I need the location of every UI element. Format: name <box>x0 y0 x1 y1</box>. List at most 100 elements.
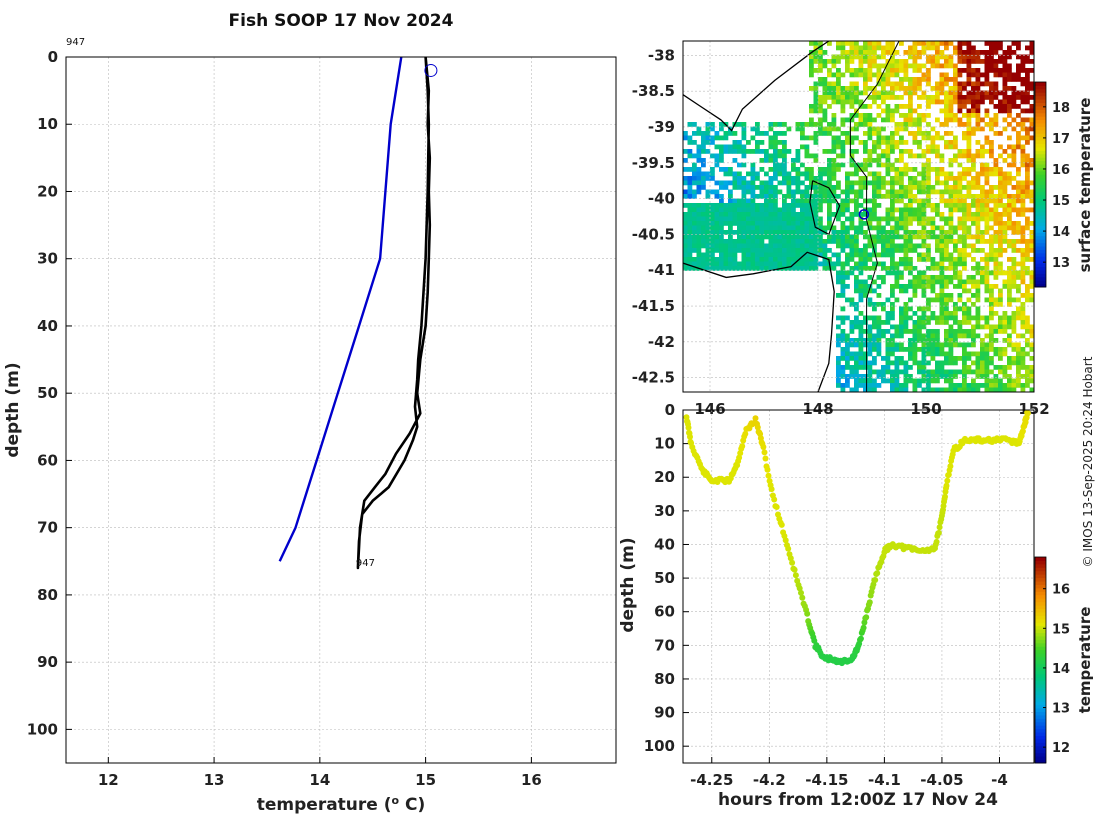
sst-pixel <box>701 131 706 136</box>
sst-pixel <box>687 225 693 231</box>
sst-pixel <box>944 216 949 222</box>
sst-pixel <box>777 171 783 177</box>
sst-pixel <box>1007 275 1012 280</box>
sst-pixel <box>840 41 846 46</box>
sst-pixel <box>750 167 756 172</box>
sst-pixel <box>957 203 963 208</box>
sst-pixel <box>957 207 963 213</box>
sst-pixel <box>741 261 747 267</box>
sst-pixel <box>854 261 859 267</box>
sst-pixel <box>692 243 697 249</box>
sst-colorbar-segment <box>1035 184 1046 189</box>
sst-pixel <box>732 176 738 181</box>
sst-pixel <box>1020 212 1026 217</box>
sst-pixel <box>881 135 886 141</box>
sst-pixel <box>746 216 751 222</box>
sst-pixel <box>989 99 994 105</box>
sst-pixel <box>908 149 913 154</box>
sst-pixel <box>728 180 733 186</box>
sst-pixel <box>935 149 940 154</box>
map-ytick-label: -42 <box>648 333 675 351</box>
sst-pixel <box>930 221 936 226</box>
sst-pixel <box>984 284 990 289</box>
sst-pixel <box>1029 342 1035 348</box>
sst-pixel <box>930 140 936 145</box>
sst-pixel <box>827 122 832 127</box>
sst-pixel <box>755 131 760 136</box>
sst-pixel <box>980 149 985 154</box>
sst-pixel <box>903 149 909 154</box>
sst-pixel <box>831 185 837 190</box>
sst-pixel <box>966 351 972 357</box>
temperature-colorbar-segment <box>1035 714 1046 719</box>
sst-pixel <box>705 230 711 235</box>
sst-pixel <box>984 167 990 172</box>
sst-pixel <box>885 221 891 226</box>
sst-pixel <box>962 216 967 222</box>
sst-pixel <box>872 198 877 204</box>
sst-colorbar-segment <box>1035 191 1046 196</box>
sst-pixel <box>1011 239 1017 244</box>
sst-pixel <box>962 369 967 375</box>
sst-pixel <box>809 257 814 262</box>
sst-pixel <box>813 45 819 51</box>
sst-pixel <box>989 140 994 145</box>
sst-pixel <box>849 41 855 46</box>
sst-pixel <box>813 221 819 226</box>
sst-pixel <box>701 203 706 208</box>
sst-pixel <box>1007 284 1012 289</box>
sst-pixel <box>980 171 985 177</box>
sst-pixel <box>948 347 954 352</box>
sst-pixel <box>854 239 859 244</box>
sst-pixel <box>795 158 801 163</box>
sst-pixel <box>894 216 900 222</box>
sst-pixel <box>1020 302 1026 307</box>
temperature-colorbar-segment <box>1035 642 1046 647</box>
sst-pixel <box>741 180 747 186</box>
sst-pixel <box>899 207 904 213</box>
sst-pixel <box>759 266 765 271</box>
sst-pixel <box>1025 369 1030 375</box>
sst-pixel <box>899 135 904 141</box>
sst-pixel <box>831 135 837 141</box>
credit-text: © IMOS 13-Sep-2025 20:24 Hobart <box>1081 356 1095 567</box>
sst-pixel <box>692 122 697 127</box>
sst-pixel <box>732 207 738 213</box>
sst-pixel <box>989 216 994 222</box>
sst-pixel <box>858 140 864 145</box>
sst-pixel <box>989 149 994 154</box>
sst-pixel <box>984 356 990 361</box>
sst-pixel <box>948 158 954 163</box>
sst-pixel <box>957 342 963 348</box>
sst-pixel <box>683 194 688 199</box>
sst-pixel <box>962 356 967 361</box>
sst-pixel <box>899 113 904 118</box>
sst-pixel <box>836 72 841 78</box>
sst-pixel <box>863 383 868 388</box>
sst-colorbar-segment <box>1035 259 1046 264</box>
sst-pixel <box>1020 275 1026 280</box>
sst-pixel <box>917 333 922 339</box>
map-ytick-label: -38.5 <box>632 82 675 100</box>
sst-pixel <box>786 221 792 226</box>
sst-pixel <box>836 203 841 208</box>
sst-pixel <box>989 126 994 132</box>
sst-pixel <box>881 302 886 307</box>
sst-pixel <box>845 117 850 123</box>
sst-pixel <box>795 257 801 262</box>
sst-pixel <box>782 131 787 136</box>
sst-pixel <box>989 50 994 55</box>
sst-pixel <box>822 171 828 177</box>
sst-pixel <box>804 149 810 154</box>
sst-pixel <box>867 45 873 51</box>
sst-pixel <box>768 243 774 249</box>
sst-pixel <box>854 203 859 208</box>
sst-pixel <box>948 117 954 123</box>
sst-pixel <box>1016 212 1021 217</box>
sst-pixel <box>971 203 976 208</box>
track-point <box>799 594 806 601</box>
sst-pixel <box>800 252 805 258</box>
sst-pixel <box>858 189 864 195</box>
sst-pixel <box>714 131 720 136</box>
sst-pixel <box>921 338 927 343</box>
